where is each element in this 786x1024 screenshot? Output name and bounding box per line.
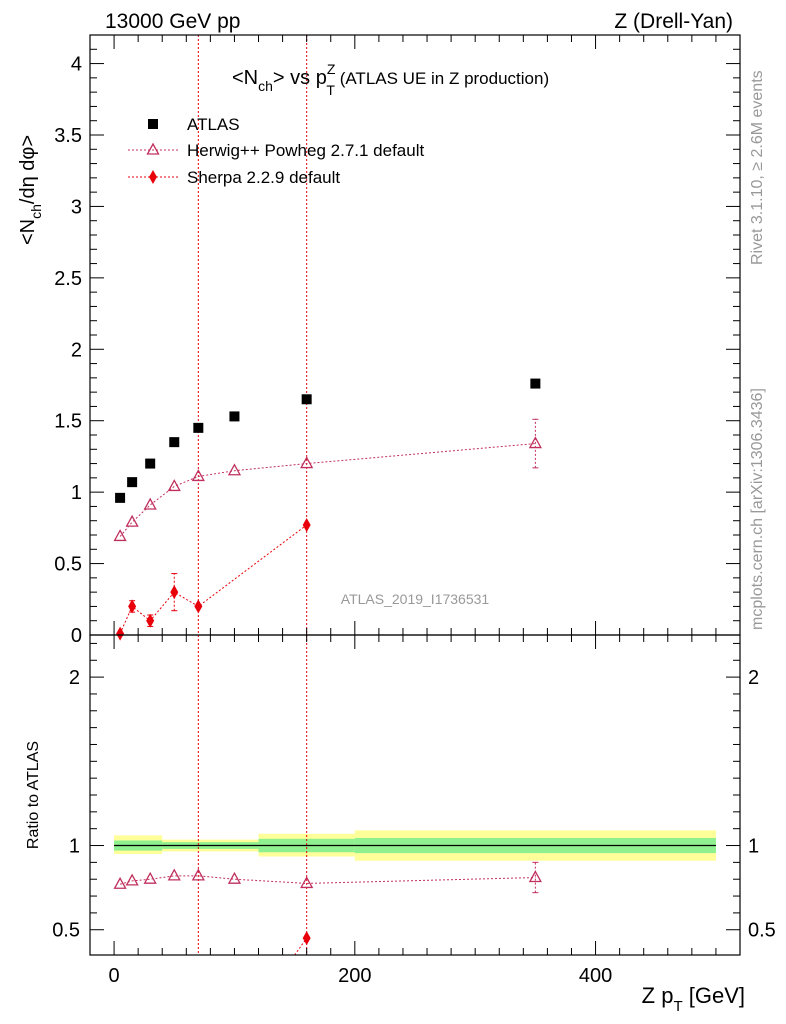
- xlabel-sub: T: [673, 998, 682, 1015]
- legend-label: ATLAS: [187, 115, 240, 134]
- herwig-ratio-line: [119, 875, 536, 885]
- y-tick-label: 1.5: [54, 411, 82, 433]
- herwig-ratio-point: [300, 876, 314, 889]
- herwig-ratio-point: [113, 876, 127, 889]
- atlas-data-point: [169, 437, 180, 448]
- mcplots-label: mcplots.cern.ch [arXiv:1306.3436]: [749, 388, 766, 630]
- herwig-ratio-point: [191, 868, 205, 881]
- legend: ATLAS Herwig++ Powheg 2.7.1 default Sherpa…: [128, 115, 424, 187]
- y-tick-label: 3.5: [54, 125, 82, 147]
- y-tick-label: 0: [71, 625, 82, 647]
- y-axis-label-top: <Nch/dη dφ>: [17, 135, 44, 245]
- title-mid: > vs p: [273, 67, 327, 89]
- sherpa-data-point: [194, 599, 203, 614]
- x-tick-label: 200: [338, 965, 371, 987]
- legend-marker: [146, 142, 160, 155]
- rivet-label: Rivet 3.1.10, ≥ 2.6M events: [749, 70, 766, 265]
- atlas-data-point: [193, 422, 204, 433]
- header-left: 13000 GeV pp: [105, 10, 240, 33]
- herwig-data-point: [227, 463, 242, 476]
- herwig-ratio-point: [227, 871, 242, 884]
- y-tick-label: 4: [71, 54, 82, 76]
- title-tail: (ATLAS UE in Z production): [335, 69, 549, 88]
- herwig-data-point: [191, 469, 205, 482]
- legend-label: Herwig++ Powheg 2.7.1 default: [187, 141, 424, 160]
- y-axis-label-ratio: Ratio to ATLAS: [25, 741, 42, 849]
- title-sup: Z: [327, 61, 336, 77]
- legend-marker: [149, 170, 157, 184]
- axis-ticks: 0 200 400 0 0.5 1 1.5 2 2.5 3 3.5 4 0.5 0.5 1 1 2 2: [52, 34, 776, 987]
- ylabel-top-main: <N: [17, 219, 39, 245]
- y-tick-label: 1: [69, 836, 80, 858]
- analysis-watermark: ATLAS_2019_I1736531: [341, 591, 490, 607]
- title-sub2: T: [326, 82, 335, 98]
- vertical-lines: [197, 35, 308, 955]
- series-points: [113, 378, 542, 946]
- x-tick-label: 0: [109, 965, 120, 987]
- x-axis-label: Z pT [GeV]: [642, 983, 745, 1015]
- herwig-data-point: [143, 497, 157, 510]
- sherpa-data-point: [128, 599, 137, 614]
- atlas-data-point: [127, 477, 138, 488]
- atlas-data-point: [145, 458, 156, 469]
- atlas-data-point: [115, 492, 126, 503]
- y-tick-label-right: 2: [748, 667, 759, 689]
- y-tick-label: 2: [71, 339, 82, 361]
- sherpa-line: [119, 524, 307, 634]
- herwig-ratio-point: [528, 870, 542, 883]
- sherpa-data-point: [146, 613, 155, 628]
- sherpa-data-point: [302, 518, 311, 532]
- ylabel-top-sub: ch: [28, 204, 44, 219]
- series-lines: [119, 443, 536, 956]
- header-right: Z (Drell-Yan): [614, 10, 733, 33]
- title-sub1: ch: [258, 78, 273, 94]
- y-tick-label: 2: [69, 667, 80, 689]
- herwig-data-point: [300, 456, 314, 469]
- herwig-ratio-point: [125, 873, 139, 886]
- herwig-ratio-point: [167, 868, 181, 881]
- sherpa-data-point: [116, 626, 125, 641]
- y-tick-label: 0.5: [54, 554, 82, 576]
- y-tick-label-right: 1: [748, 836, 759, 858]
- atlas-data-point: [229, 411, 240, 422]
- herwig-data-point: [113, 529, 127, 542]
- y-tick-label-right: 0.5: [748, 920, 776, 942]
- x-tick-label: 400: [579, 965, 612, 987]
- herwig-ratio-point: [143, 871, 157, 884]
- ratio-bands: [114, 830, 716, 861]
- atlas-data-point: [530, 378, 541, 389]
- sherpa-data-point: [170, 585, 179, 600]
- y-tick-label: 2.5: [54, 268, 82, 290]
- ylabel-top-tail: /dη dφ>: [17, 135, 39, 204]
- legend-marker: [148, 119, 158, 129]
- y-tick-label: 1: [71, 482, 82, 504]
- herwig-data-point: [125, 514, 139, 527]
- herwig-data-point: [528, 436, 542, 449]
- y-tick-label: 3: [71, 196, 82, 218]
- title-main: <N: [232, 67, 258, 89]
- sherpa-ratio-point: [302, 931, 311, 946]
- atlas-data-point: [301, 394, 312, 405]
- legend-label: Sherpa 2.2.9 default: [187, 168, 340, 187]
- herwig-line: [119, 443, 536, 537]
- y-tick-label: 0.5: [52, 920, 80, 942]
- plot-title: <Nch> vs pZ T (ATLAS UE in Z production): [232, 61, 549, 98]
- xlabel-tail: [GeV]: [683, 983, 745, 1008]
- xlabel-main: Z p: [642, 983, 674, 1008]
- ratio-panel-frame: [89, 634, 741, 956]
- herwig-data-point: [167, 479, 181, 492]
